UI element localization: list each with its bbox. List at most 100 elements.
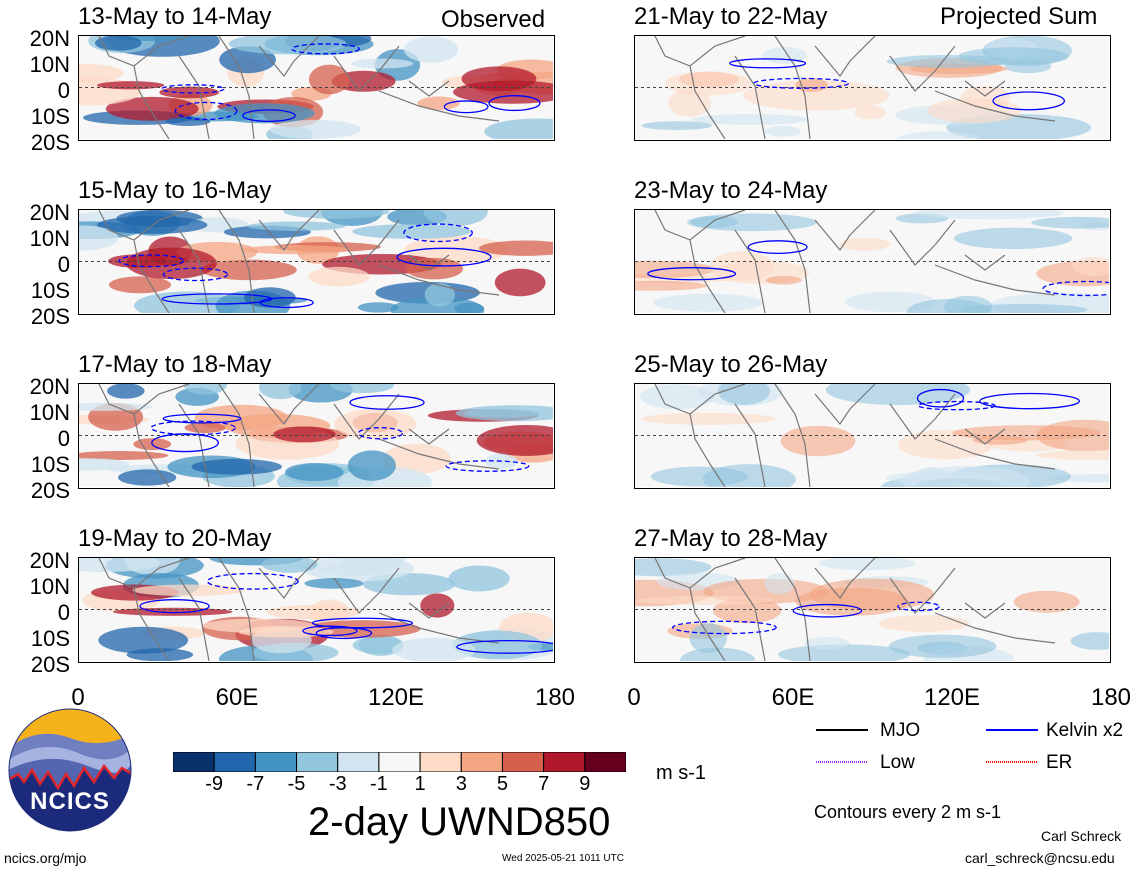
wind-anomaly-shading xyxy=(635,558,712,577)
wind-anomaly-shading xyxy=(795,78,828,93)
wind-anomaly-shading xyxy=(680,647,755,661)
colorbar-swatch xyxy=(460,751,503,773)
colorbar-tick-label: -5 xyxy=(287,773,306,795)
wind-anomaly-shading xyxy=(134,291,241,313)
lat-label-20n-panel-1: 20N xyxy=(29,26,70,51)
colorbar-tick-label: 7 xyxy=(538,773,550,795)
wind-anomaly-shading xyxy=(347,450,396,481)
wind-anomaly-shading xyxy=(878,615,970,632)
kelvin-contour xyxy=(792,603,863,618)
wind-anomaly-shading xyxy=(392,637,476,661)
wind-anomaly-shading xyxy=(898,131,979,139)
legend-label-er: ER xyxy=(1046,752,1073,773)
wind-anomaly-shading xyxy=(304,578,364,589)
lat-label-10n-panel-3: 10N xyxy=(29,400,70,425)
wind-anomaly-shading xyxy=(961,303,1088,313)
kelvin-contour xyxy=(747,240,808,254)
lat-label-0-panel-1: 0 xyxy=(57,78,70,103)
panel-title-proj-3: 25-May to 26-May xyxy=(634,351,828,378)
wind-anomaly-shading xyxy=(79,225,119,251)
kelvin-contour xyxy=(672,620,777,635)
lon-label-180-left: 180 xyxy=(534,684,576,711)
wind-anomaly-shading xyxy=(641,121,713,130)
footer-author: Carl Schreck xyxy=(1041,828,1122,844)
kelvin-contour xyxy=(161,293,273,305)
wind-anomaly-shading xyxy=(888,634,997,658)
colorbar-swatch xyxy=(501,751,545,773)
wind-anomaly-shading xyxy=(803,636,850,650)
kelvin-contour xyxy=(174,101,238,121)
footer-timestamp: Wed 2025-05-21 1011 UTC xyxy=(502,853,624,864)
lat-label-10s-panel-4: 10S xyxy=(30,626,70,651)
kelvin-contour xyxy=(979,392,1080,410)
projected-sum-label: Projected Sum xyxy=(940,3,1098,30)
panel-title-proj-2: 23-May to 24-May xyxy=(634,177,828,204)
kelvin-contour xyxy=(897,601,940,612)
lat-label-10n-panel-2: 10N xyxy=(29,226,70,251)
map-panel-proj-3 xyxy=(634,383,1111,489)
wind-anomaly-shading xyxy=(404,236,508,264)
wind-anomaly-shading xyxy=(690,216,739,228)
lat-label-20n-panel-2: 20N xyxy=(29,200,70,225)
wind-anomaly-shading xyxy=(901,466,1031,487)
panel-title-obs-1: 13-May to 14-May xyxy=(78,3,272,30)
wind-anomaly-shading xyxy=(652,293,764,312)
kelvin-contour xyxy=(150,420,236,436)
wind-anomaly-shading xyxy=(777,644,911,661)
wind-anomaly-shading xyxy=(214,103,315,124)
wind-anomaly-shading xyxy=(79,458,130,471)
colorbar-tick-label: -1 xyxy=(370,773,388,795)
lat-label-20s-panel-3: 20S xyxy=(30,478,70,503)
lat-label-20n-panel-3: 20N xyxy=(29,374,70,399)
wind-anomaly-shading xyxy=(484,118,553,139)
lon-label-0-right: 0 xyxy=(627,684,641,711)
map-panel-obs-1 xyxy=(78,35,555,141)
kelvin-contour xyxy=(1042,280,1109,297)
lat-label-10n-panel-1: 10N xyxy=(29,52,70,77)
wind-anomaly-shading xyxy=(126,247,217,280)
wind-anomaly-shading xyxy=(404,36,459,63)
wind-anomaly-shading xyxy=(424,283,455,307)
wind-anomaly-shading xyxy=(273,426,336,443)
legend-label-low: Low xyxy=(880,752,915,773)
logo-text: NCICS xyxy=(30,788,110,815)
wind-anomaly-shading xyxy=(308,64,350,95)
wind-anomaly-shading xyxy=(183,384,228,395)
wind-anomaly-shading xyxy=(308,266,370,287)
wind-anomaly-shading xyxy=(98,626,189,654)
kelvin-contour xyxy=(647,267,737,281)
colorbar-tick-label: 5 xyxy=(496,773,509,795)
wind-anomaly-shading xyxy=(691,114,809,125)
colorbar-swatch xyxy=(337,751,380,773)
kelvin-contour xyxy=(139,599,210,614)
colorbar-swatch xyxy=(172,751,215,773)
wind-anomaly-shading xyxy=(302,558,414,582)
wind-anomaly-shading xyxy=(454,302,485,313)
coastlines xyxy=(98,36,500,139)
colorbar-swatch xyxy=(584,751,627,773)
wind-anomaly-shading xyxy=(1031,216,1109,229)
colorbar-tick-label: 9 xyxy=(579,773,591,795)
ncics-logo: NCICS xyxy=(8,708,132,832)
kelvin-contour xyxy=(162,413,242,424)
wind-anomaly-shading xyxy=(455,405,553,422)
wind-anomaly-shading xyxy=(651,466,749,487)
kelvin-contour xyxy=(729,58,807,69)
wind-anomaly-shading xyxy=(258,384,302,400)
wind-anomaly-shading xyxy=(494,268,546,297)
wind-anomaly-shading xyxy=(357,302,399,313)
coastlines xyxy=(98,210,500,313)
wind-anomaly-shading xyxy=(105,96,199,121)
wind-anomaly-shading xyxy=(818,558,916,571)
lat-label-20s-panel-2: 20S xyxy=(30,304,70,329)
wind-anomaly-shading xyxy=(641,412,776,425)
lon-label-120e-left: 120E xyxy=(367,684,425,711)
kelvin-contour xyxy=(242,109,296,123)
wind-anomaly-shading xyxy=(765,275,802,285)
kelvin-contour xyxy=(396,247,492,267)
kelvin-contour xyxy=(445,460,530,472)
lat-label-0-panel-4: 0 xyxy=(57,600,70,625)
wind-anomaly-shading xyxy=(228,36,347,55)
map-panel-obs-2 xyxy=(78,209,555,315)
colorbar-swatch xyxy=(296,751,339,773)
